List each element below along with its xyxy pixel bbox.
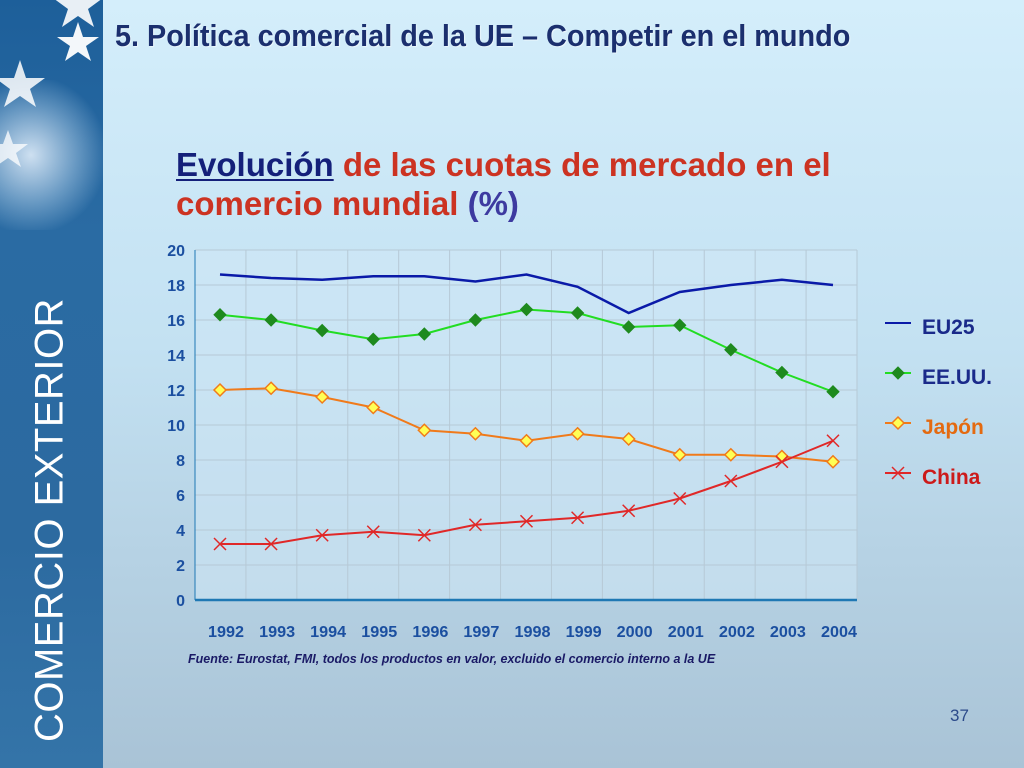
data-point-ee-uu	[315, 323, 329, 338]
data-point-jap-n	[417, 423, 432, 438]
x-tick-label: 1994	[310, 624, 346, 641]
y-tick-label: 6	[176, 488, 185, 505]
data-point-china	[519, 514, 534, 528]
data-point-china	[213, 537, 227, 551]
x-tick-label: 2004	[821, 624, 857, 641]
sidebar-glow	[0, 80, 103, 230]
data-point-jap-n	[825, 454, 841, 469]
data-point-ee-uu	[673, 318, 687, 332]
source-note: Fuente: Eurostat, FMI, todos los product…	[188, 652, 716, 666]
y-tick-label: 8	[176, 453, 185, 470]
data-point-china	[468, 518, 482, 532]
data-point-china	[571, 511, 585, 525]
data-point-ee-uu	[417, 327, 432, 341]
chart-title-highlight: Evolución	[176, 146, 334, 183]
star-icon	[0, 60, 45, 107]
x-tick-label: 2003	[770, 624, 806, 641]
data-point-ee-uu	[519, 302, 534, 317]
y-tick-label: 2	[176, 558, 185, 575]
x-tick-label: 1999	[566, 624, 602, 641]
y-tick-label: 20	[167, 243, 185, 260]
data-point-jap-n	[315, 389, 330, 405]
x-tick-label: 1996	[412, 624, 448, 641]
data-point-china	[366, 525, 380, 539]
data-point-china	[724, 474, 738, 488]
data-point-ee-uu	[621, 320, 636, 334]
star-icon	[0, 130, 28, 167]
data-point-china	[315, 528, 329, 542]
y-tick-label: 4	[176, 523, 185, 540]
data-point-jap-n	[723, 447, 738, 462]
x-tick-label: 2001	[668, 624, 704, 641]
data-point-jap-n	[672, 447, 687, 462]
star-icon	[57, 22, 99, 61]
legend-marker-ee-uu	[891, 366, 905, 380]
y-tick-label: 16	[167, 313, 185, 330]
data-point-china	[417, 528, 431, 542]
y-tick-label: 14	[167, 348, 185, 365]
x-tick-label: 2000	[617, 624, 653, 641]
x-tick-label: 1995	[361, 624, 397, 641]
data-point-china	[622, 504, 636, 518]
chart-title: Evolución de las cuotas de mercado en el…	[176, 145, 896, 223]
chart-title-main: de las cuotas de mercado en el comercio …	[176, 146, 831, 222]
data-point-jap-n	[468, 426, 483, 441]
data-point-jap-n	[366, 400, 381, 415]
data-point-ee-uu	[213, 308, 227, 322]
data-point-ee-uu	[826, 385, 840, 399]
data-point-jap-n	[621, 431, 636, 447]
slide-title: 5. Política comercial de la UE – Competi…	[115, 18, 851, 53]
y-tick-label: 12	[167, 383, 185, 400]
x-tick-label: 2002	[719, 624, 755, 641]
data-point-ee-uu	[724, 343, 738, 357]
data-point-ee-uu	[570, 306, 585, 320]
legend-marker-jap-n	[890, 415, 906, 431]
legend-marker-china	[891, 466, 905, 480]
y-tick-label: 0	[176, 593, 185, 610]
legend-label-eu25: EU25	[922, 316, 975, 339]
data-point-ee-uu	[468, 313, 483, 327]
sidebar-banner: COMERCIO EXTERIOR	[0, 0, 103, 768]
legend-label-china: China	[922, 466, 981, 489]
x-tick-label: 1992	[208, 624, 244, 641]
x-tick-label: 1997	[463, 624, 499, 641]
data-point-jap-n	[212, 382, 228, 398]
data-point-jap-n	[570, 426, 585, 441]
legend-label-jap-n: Japón	[922, 416, 984, 439]
data-point-china	[264, 537, 278, 551]
y-tick-label: 18	[167, 278, 185, 295]
data-point-jap-n	[519, 433, 534, 448]
star-icon	[55, 0, 101, 27]
x-tick-label: 1998	[515, 624, 551, 641]
y-tick-label: 10	[167, 418, 185, 435]
data-point-jap-n	[264, 381, 279, 396]
data-point-china	[826, 434, 840, 448]
data-point-ee-uu	[264, 313, 278, 327]
page-number: 37	[950, 706, 969, 725]
chart-title-unit: (%)	[467, 185, 519, 222]
data-point-china	[673, 491, 687, 506]
series-line-eu25	[219, 273, 834, 315]
legend-label-ee-uu: EE.UU.	[922, 366, 992, 389]
data-point-ee-uu	[366, 332, 380, 346]
data-point-china	[775, 455, 789, 469]
x-tick-label: 1993	[259, 624, 295, 641]
data-point-ee-uu	[775, 365, 789, 380]
eu-stars-decoration	[0, 0, 101, 167]
